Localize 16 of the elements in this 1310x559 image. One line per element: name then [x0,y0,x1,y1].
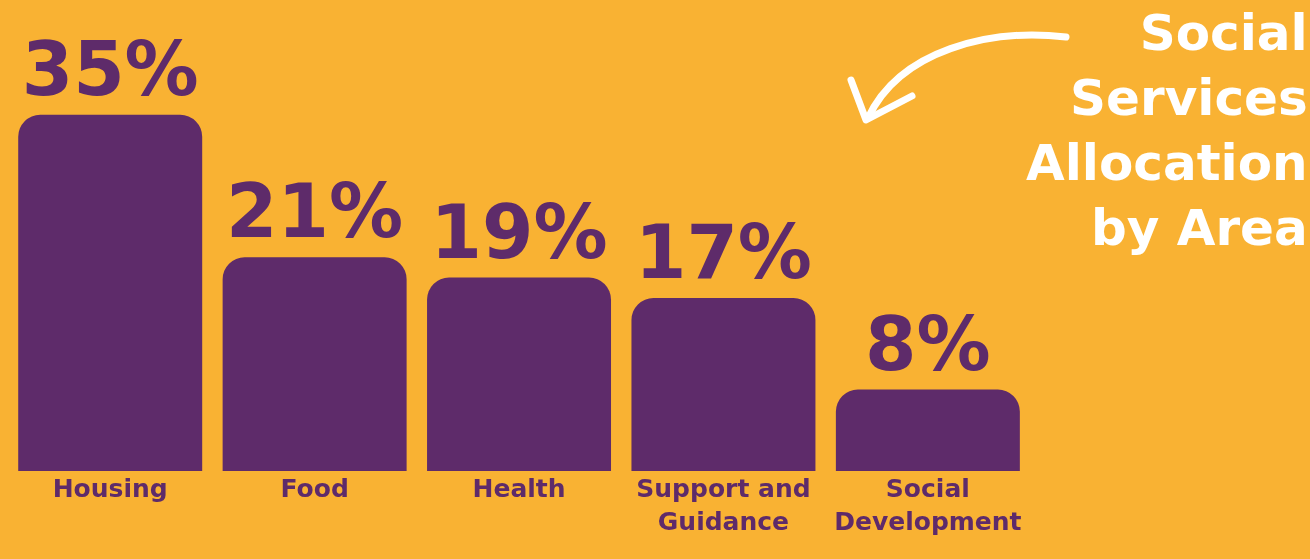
text: Social Services Allocation by Area [1026,4,1308,257]
data-label: 8% [865,300,991,387]
data-label: 17% [634,208,813,295]
x-tick-label: Housing [52,474,168,503]
bar [18,114,203,471]
data-label: 19% [430,188,608,275]
bar [835,389,1020,471]
bar [631,297,816,471]
bar [222,257,407,471]
x-tick-label: Support and Guidance [636,474,811,536]
x-tick-label: Health [472,474,566,503]
x-tick-label: Food [280,474,349,503]
x-tick-label: Social Development [834,474,1022,536]
data-label: 35% [21,25,199,112]
data-label: 21% [226,168,404,255]
bar [427,277,612,471]
